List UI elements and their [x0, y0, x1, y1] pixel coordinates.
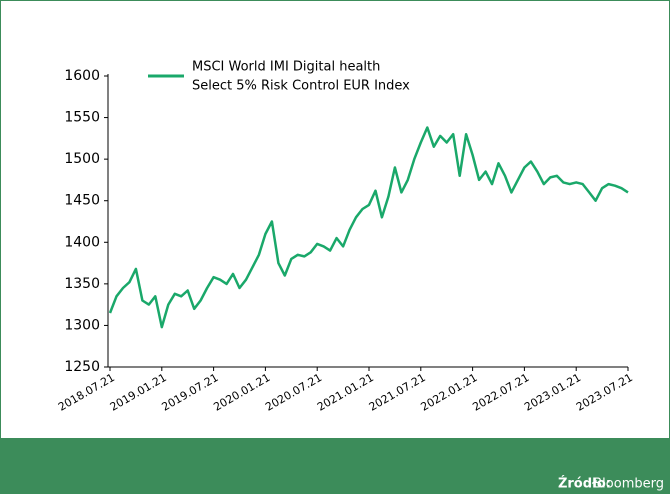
y-tick-label: 1350 — [64, 276, 100, 292]
y-tick-label: 1300 — [64, 317, 100, 333]
legend-text: Select 5% Risk Control EUR Index — [192, 79, 410, 94]
footer — [0, 438, 670, 494]
y-tick-label: 1550 — [64, 110, 100, 126]
source: Bloomberg — [593, 477, 664, 492]
y-tick-label: 1450 — [64, 193, 100, 209]
y-tick-label: 1500 — [64, 151, 100, 167]
source-label: Źródło: — [558, 476, 611, 492]
y-tick-label: 1600 — [64, 68, 100, 84]
y-tick-label: 1250 — [64, 359, 100, 375]
data-line — [108, 126, 629, 329]
legend-text: MSCI World IMI Digital health — [192, 60, 380, 75]
y-tick-label: 1400 — [64, 234, 100, 250]
